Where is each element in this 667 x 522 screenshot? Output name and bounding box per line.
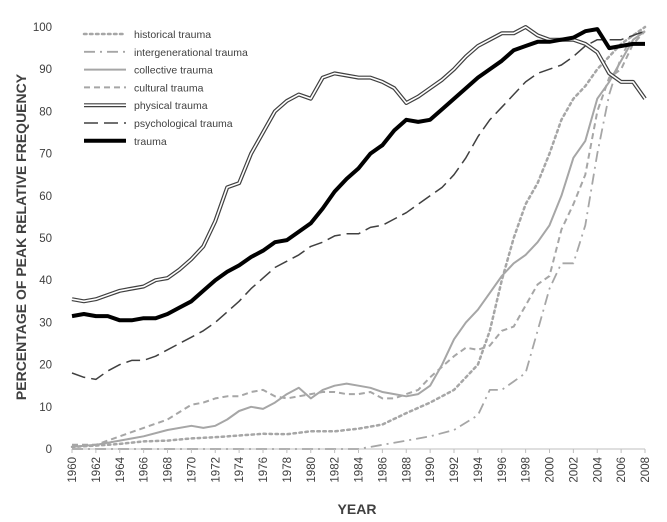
legend-label: cultural trauma bbox=[134, 82, 204, 94]
x-tick-label: 1968 bbox=[163, 457, 175, 483]
y-tick-label: 50 bbox=[39, 233, 52, 245]
series-line-collective-trauma bbox=[71, 30, 646, 448]
y-tick-label: 30 bbox=[39, 317, 52, 329]
y-tick-label: 20 bbox=[39, 360, 52, 372]
x-tick-label: 1970 bbox=[186, 457, 198, 483]
x-tick-label: 1996 bbox=[497, 457, 509, 483]
y-tick-label: 0 bbox=[46, 444, 52, 456]
x-tick-label: 1974 bbox=[234, 456, 246, 482]
y-tick-label: 60 bbox=[39, 191, 52, 203]
x-tick-label: 1984 bbox=[354, 456, 366, 482]
x-tick-label: 1960 bbox=[67, 457, 79, 483]
y-tick-label: 100 bbox=[33, 22, 52, 34]
legend-label: historical trauma bbox=[134, 29, 211, 41]
x-tick-label: 1982 bbox=[330, 457, 342, 483]
series-line-physical-trauma-inner bbox=[71, 26, 646, 303]
legend-label: psychological trauma bbox=[134, 118, 233, 130]
y-tick-label: 70 bbox=[39, 149, 52, 161]
y-axis-title: PERCENTAGE OF PEAK RELATIVE FREQUENCY bbox=[13, 73, 29, 400]
y-axis-ticks: 0 10 20 30 40 50 60 70 80 90 100 bbox=[33, 22, 52, 456]
x-tick-label: 2000 bbox=[545, 457, 557, 483]
y-tick-label: 10 bbox=[39, 402, 52, 414]
legend-label: trauma bbox=[134, 136, 167, 148]
series-line-trauma bbox=[71, 27, 645, 323]
x-tick-label: 2004 bbox=[592, 456, 604, 482]
x-tick-label: 1980 bbox=[306, 457, 318, 483]
series-line-historical-trauma bbox=[70, 25, 647, 449]
x-tick-label: 1966 bbox=[139, 457, 151, 483]
series-line-intergenerational-trauma bbox=[72, 30, 646, 450]
x-tick-label: 1992 bbox=[449, 457, 461, 483]
x-tick-label: 1964 bbox=[115, 456, 127, 482]
series-line-psychological-trauma bbox=[71, 30, 646, 381]
x-tick-label: 1976 bbox=[258, 457, 270, 483]
series-line-cultural-trauma bbox=[72, 30, 646, 446]
x-tick-label: 1994 bbox=[473, 456, 485, 482]
x-axis-title: YEAR bbox=[338, 501, 377, 517]
x-tick-label: 1988 bbox=[401, 457, 413, 483]
x-tick-label: 2002 bbox=[568, 457, 580, 483]
y-tick-label: 80 bbox=[39, 106, 52, 118]
x-tick-label: 1978 bbox=[282, 457, 294, 483]
x-axis-ticks: 1960 1962 1964 1966 1968 1970 1972 1974 1976 1978… bbox=[67, 449, 652, 483]
x-tick-label: 1986 bbox=[377, 457, 389, 483]
legend-label: collective trauma bbox=[134, 65, 213, 77]
legend-label: physical trauma bbox=[134, 100, 208, 112]
x-tick-label: 1962 bbox=[91, 457, 103, 483]
y-tick-label: 90 bbox=[39, 64, 52, 76]
x-tick-label: 1998 bbox=[521, 457, 533, 483]
x-tick-label: 2008 bbox=[640, 457, 652, 483]
legend-label: intergenerational trauma bbox=[134, 47, 248, 59]
x-tick-label: 1990 bbox=[425, 457, 437, 483]
y-tick-label: 40 bbox=[39, 275, 52, 287]
chart-legend: historical trauma intergenerational traum… bbox=[82, 29, 248, 148]
plot-area bbox=[70, 25, 647, 450]
x-tick-label: 1972 bbox=[210, 457, 222, 483]
x-tick-label: 2006 bbox=[616, 457, 628, 483]
